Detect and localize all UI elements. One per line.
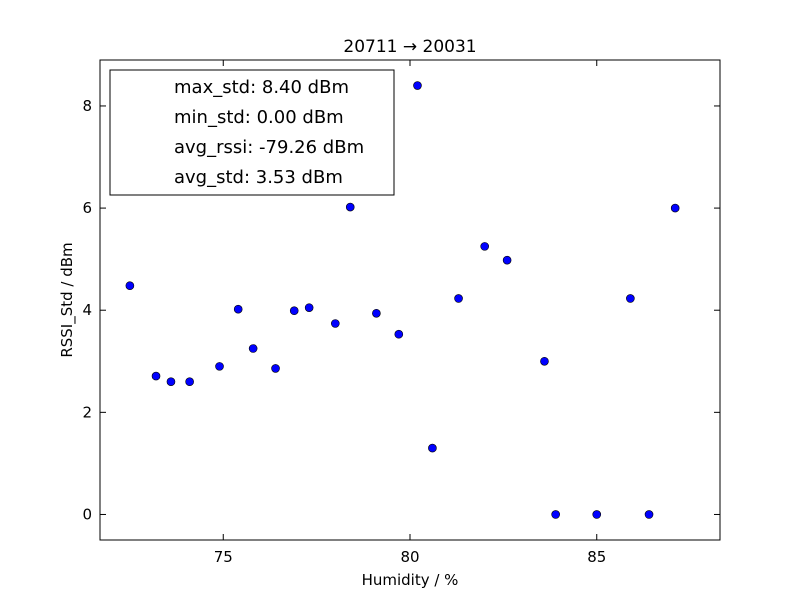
data-point [644, 510, 654, 519]
data-point [372, 308, 381, 318]
y-tick-label: 0 [82, 505, 92, 523]
data-point [670, 203, 680, 213]
data-point [551, 510, 560, 519]
plot-frame [99, 59, 721, 541]
data-points [125, 81, 680, 519]
data-point [289, 306, 299, 316]
axis-ticks: 75 80 85 0 2 4 6 8 [82, 60, 720, 566]
data-point [592, 510, 602, 519]
data-point [185, 377, 194, 387]
x-axis-label: Humidity / % [362, 571, 459, 589]
x-tick-label: 75 [214, 548, 233, 566]
data-point [215, 362, 224, 371]
y-tick-label: 8 [82, 97, 92, 115]
x-tick-label: 80 [400, 548, 419, 566]
data-point [304, 303, 314, 312]
data-point [502, 255, 512, 265]
x-tick-label: 85 [587, 548, 606, 566]
y-tick-label: 6 [82, 199, 92, 217]
y-tick-label: 2 [82, 403, 92, 421]
legend-entry-min-std: min_std: 0.00 dBm [174, 107, 344, 128]
data-point [345, 202, 355, 212]
legend-entry-max-std: max_std: 8.40 dBm [174, 77, 349, 98]
data-point [626, 294, 635, 303]
data-point [394, 329, 404, 339]
data-point [248, 344, 258, 353]
y-axis-label: RSSI_Std / dBm [58, 242, 77, 357]
data-point [540, 356, 549, 366]
data-point [125, 281, 135, 291]
data-point [428, 443, 437, 453]
data-point [233, 304, 243, 314]
data-point [454, 294, 463, 303]
data-point [480, 242, 489, 251]
data-point [413, 81, 422, 90]
y-tick-label: 4 [82, 301, 92, 319]
data-point [331, 319, 340, 328]
data-point [151, 371, 161, 381]
legend-box [109, 69, 395, 196]
legend: max_std: 8.40 dBm min_std: 0.00 dBm avg_… [109, 69, 395, 196]
data-point [271, 364, 280, 373]
data-point [166, 377, 176, 387]
legend-entry-avg-rssi: avg_rssi: -79.26 dBm [174, 137, 364, 158]
legend-entry-avg-std: avg_std: 3.53 dBm [174, 167, 343, 188]
chart-title: 20711 → 20031 [343, 37, 476, 57]
